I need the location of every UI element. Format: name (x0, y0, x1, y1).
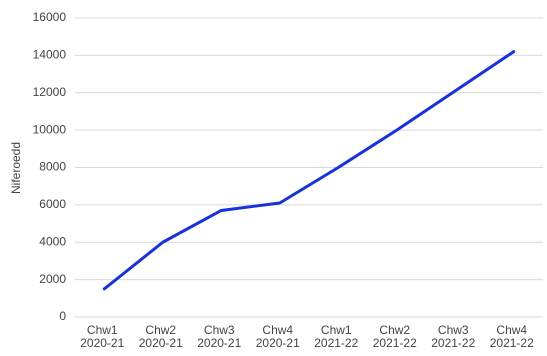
x-tick-label: Chw3 2020-21 (197, 323, 241, 350)
x-tick-label-line: 2020-21 (80, 336, 124, 350)
x-tick-label-line: Chw2 (379, 323, 410, 337)
x-tick-label-line: Chw2 (145, 323, 176, 337)
y-tick-label: 2000 (39, 272, 66, 286)
x-tick-label-line: 2020-21 (256, 336, 300, 350)
x-tick-label: Chw1 2021-22 (314, 323, 358, 350)
x-tick-label-line: 2021-22 (373, 336, 417, 350)
x-tick-label: Chw2 2021-22 (373, 323, 417, 350)
x-tick-label: Chw2 2020-21 (139, 323, 183, 350)
y-tick-label: 8000 (39, 160, 66, 174)
data-line (102, 50, 516, 291)
y-tick-label: 16000 (33, 10, 67, 24)
x-tick-label-line: 2021-22 (431, 336, 475, 350)
x-tick-label: Chw4 2021-22 (490, 323, 534, 350)
x-tick-label: Chw4 2020-21 (256, 323, 300, 350)
x-tick-label-line: Chw4 (496, 323, 527, 337)
y-tick-label: 6000 (39, 197, 66, 211)
y-tick-label: 10000 (33, 122, 67, 136)
x-tick-label-line: 2020-21 (139, 336, 183, 350)
y-tick-label: 14000 (33, 48, 67, 62)
y-tick-label: 12000 (33, 85, 67, 99)
x-tick-label: Chw3 2021-22 (431, 323, 475, 350)
x-tick-label-line: 2021-22 (490, 336, 534, 350)
x-tick-label-line: Chw3 (438, 323, 469, 337)
y-tick-label: 4000 (39, 234, 66, 248)
y-axis-label: Niferoedd (9, 142, 23, 194)
y-tick-label: 0 (59, 309, 66, 323)
x-tick-label-line: 2020-21 (197, 336, 241, 350)
x-tick-label-line: Chw3 (204, 323, 235, 337)
x-tick-label-line: Chw1 (87, 323, 118, 337)
x-tick-label-line: Chw1 (321, 323, 352, 337)
x-tick-label: Chw1 2020-21 (80, 323, 124, 350)
x-tick-label-line: Chw4 (262, 323, 293, 337)
x-tick-label-line: 2021-22 (314, 336, 358, 350)
